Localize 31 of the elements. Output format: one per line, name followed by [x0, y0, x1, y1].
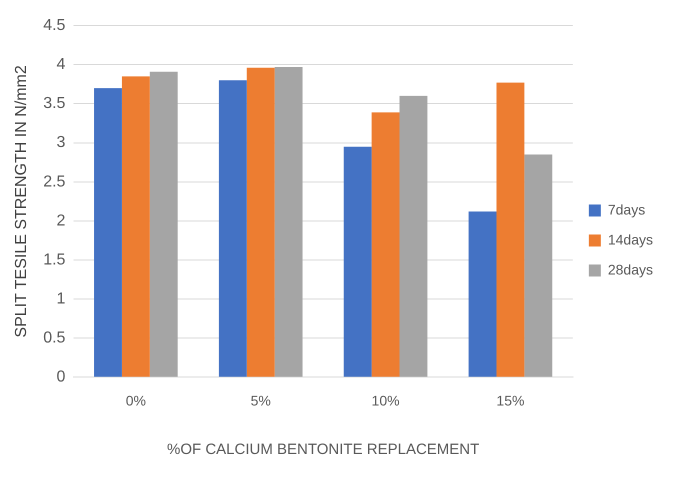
bar	[468, 212, 496, 377]
legend-label: 7days	[608, 201, 646, 218]
legend-label: 28days	[608, 261, 654, 278]
x-axis-title: %OF CALCIUM BENTONITE REPLACEMENT	[167, 441, 480, 458]
bar	[372, 112, 400, 377]
x-tick-label: 10%	[372, 392, 400, 408]
y-tick-label: 3.5	[43, 95, 66, 112]
bar	[122, 76, 150, 377]
x-tick-label: 0%	[126, 392, 146, 408]
y-tick-label: 0.5	[43, 330, 66, 347]
bar	[274, 67, 303, 377]
y-axis-title: SPLIT TESILE STRENGTH IN N/mm2	[13, 65, 30, 338]
y-tick-label: 1.5	[43, 251, 66, 268]
y-tick-label: 2.5	[43, 173, 66, 190]
bar	[344, 146, 372, 377]
bar	[496, 82, 524, 377]
y-tick-label: 4	[56, 56, 66, 74]
x-tick-label: 5%	[250, 392, 271, 408]
bar	[524, 154, 552, 377]
bar	[400, 96, 428, 377]
bar	[218, 80, 247, 377]
bar	[246, 68, 275, 377]
x-tick-label: 15%	[496, 392, 524, 408]
y-tick-label: 2	[56, 212, 66, 230]
y-tick-label: 1	[56, 290, 66, 308]
y-tick-label: 4.5	[43, 17, 66, 34]
y-tick-label: 0	[56, 368, 66, 386]
y-tick-label: 3	[56, 134, 66, 152]
legend-label: 14days	[608, 231, 654, 248]
bar	[94, 88, 122, 377]
bar	[150, 72, 178, 377]
